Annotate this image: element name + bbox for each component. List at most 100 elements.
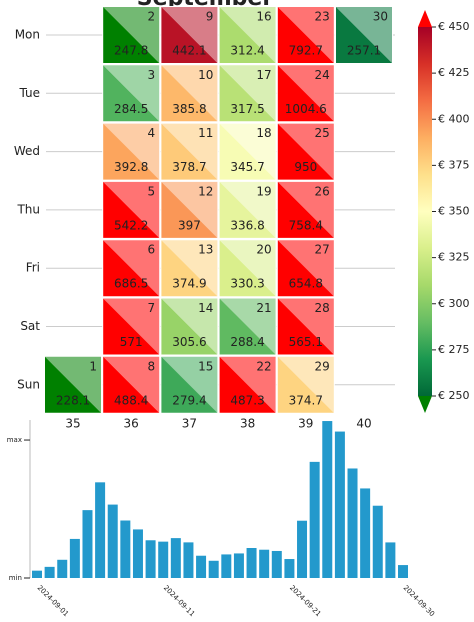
colorbar (418, 27, 432, 396)
bar (145, 540, 156, 578)
cell (103, 65, 160, 122)
x-tick-label: 35 (65, 416, 80, 430)
bar (398, 565, 408, 578)
cell (219, 240, 276, 297)
bar (284, 559, 295, 578)
cell (103, 356, 160, 413)
cell-day: 9 (206, 10, 214, 24)
cell-value: 392.8 (114, 160, 148, 174)
cell-day: 15 (198, 359, 213, 373)
cell-day: 10 (198, 68, 213, 82)
bar (372, 505, 383, 578)
cell-day: 13 (198, 243, 213, 257)
y-tick-label: min (9, 574, 22, 582)
cell (161, 298, 218, 355)
cell (219, 123, 276, 180)
cell-day: 16 (256, 10, 271, 24)
x-tick-label: 39 (298, 416, 313, 430)
cell-value: 542.2 (114, 218, 148, 232)
cell (103, 123, 160, 180)
cell-day: 27 (315, 243, 330, 257)
cell-value: 488.4 (114, 393, 148, 407)
chart-title: September (137, 0, 274, 11)
cell-day: 2 (148, 10, 156, 24)
cell-day: 22 (256, 359, 271, 373)
cell-value: 345.7 (230, 160, 264, 174)
cell (277, 7, 334, 63)
bar (297, 520, 308, 578)
cell-day: 7 (148, 301, 156, 315)
cell-day: 20 (256, 243, 271, 257)
cell-value: 374.9 (172, 277, 206, 291)
colorbar-tick-label: € 325 (438, 251, 470, 264)
colorbar-tick-label: € 425 (438, 66, 470, 79)
cell (277, 181, 334, 238)
colorbar-tick-label: € 275 (438, 343, 470, 356)
cell (103, 7, 160, 63)
cell (161, 123, 218, 180)
cell-value: 571 (120, 335, 143, 349)
bar (120, 520, 131, 578)
bar (107, 504, 118, 578)
cell-day-area (161, 240, 218, 297)
cell-day: 19 (256, 184, 271, 198)
cell-value: 247.8 (114, 44, 148, 58)
y-tick-label: Wed (14, 144, 40, 158)
x-tick-label: 40 (356, 416, 371, 430)
x-tick-label: 2024-09-11 (162, 584, 196, 618)
bar (57, 559, 68, 578)
cell (277, 298, 334, 355)
bar (246, 547, 257, 578)
cell (161, 181, 218, 238)
cell-value: 228.1 (56, 393, 90, 407)
cell-day: 30 (373, 10, 388, 24)
cell-value: 442.1 (172, 44, 206, 58)
cell (161, 65, 218, 122)
cell-value: 317.5 (230, 102, 264, 116)
cell-value: 279.4 (172, 393, 206, 407)
cell-value: 686.5 (114, 277, 148, 291)
bar (334, 431, 345, 578)
cell-value: 385.8 (172, 102, 206, 116)
cell (277, 65, 334, 122)
y-tick-label: Sat (20, 319, 40, 333)
bar (347, 468, 358, 578)
bar (196, 555, 207, 578)
bar (32, 570, 42, 578)
cell-day: 8 (148, 359, 156, 373)
cell-day: 23 (315, 10, 330, 24)
x-tick-label: 2024-09-30 (402, 584, 436, 618)
x-tick-label: 37 (182, 416, 197, 430)
cell-value: 378.7 (172, 160, 206, 174)
bar (69, 538, 80, 578)
bar (385, 542, 396, 578)
cell (161, 240, 218, 297)
y-tick-label: Mon (15, 28, 40, 42)
cell-day-area (103, 240, 160, 297)
cell-day-area (219, 240, 276, 297)
cell-value: 330.3 (230, 277, 264, 291)
cell-value: 487.3 (230, 393, 264, 407)
cell-value: 336.8 (230, 218, 264, 232)
colorbar-tick-label: € 250 (438, 389, 470, 402)
cell (45, 356, 101, 413)
cell (103, 181, 160, 238)
colorbar-tick-label: € 300 (438, 297, 470, 310)
cell (219, 181, 276, 238)
cell-day: 12 (198, 184, 213, 198)
cell (277, 123, 334, 180)
cell-day-area (277, 240, 334, 297)
cell-value: 565.1 (289, 335, 323, 349)
colorbar-tick-label: € 400 (438, 112, 470, 125)
bar (271, 550, 282, 578)
cell (219, 65, 276, 122)
x-tick-label: 36 (124, 416, 139, 430)
bar (82, 510, 93, 578)
cell-day-area (103, 123, 160, 180)
cell-value: 654.8 (289, 277, 323, 291)
cell-value: 758.4 (289, 218, 323, 232)
cell (161, 356, 218, 413)
cell-day: 3 (148, 68, 156, 82)
colorbar-tick-label: € 450 (438, 20, 470, 33)
